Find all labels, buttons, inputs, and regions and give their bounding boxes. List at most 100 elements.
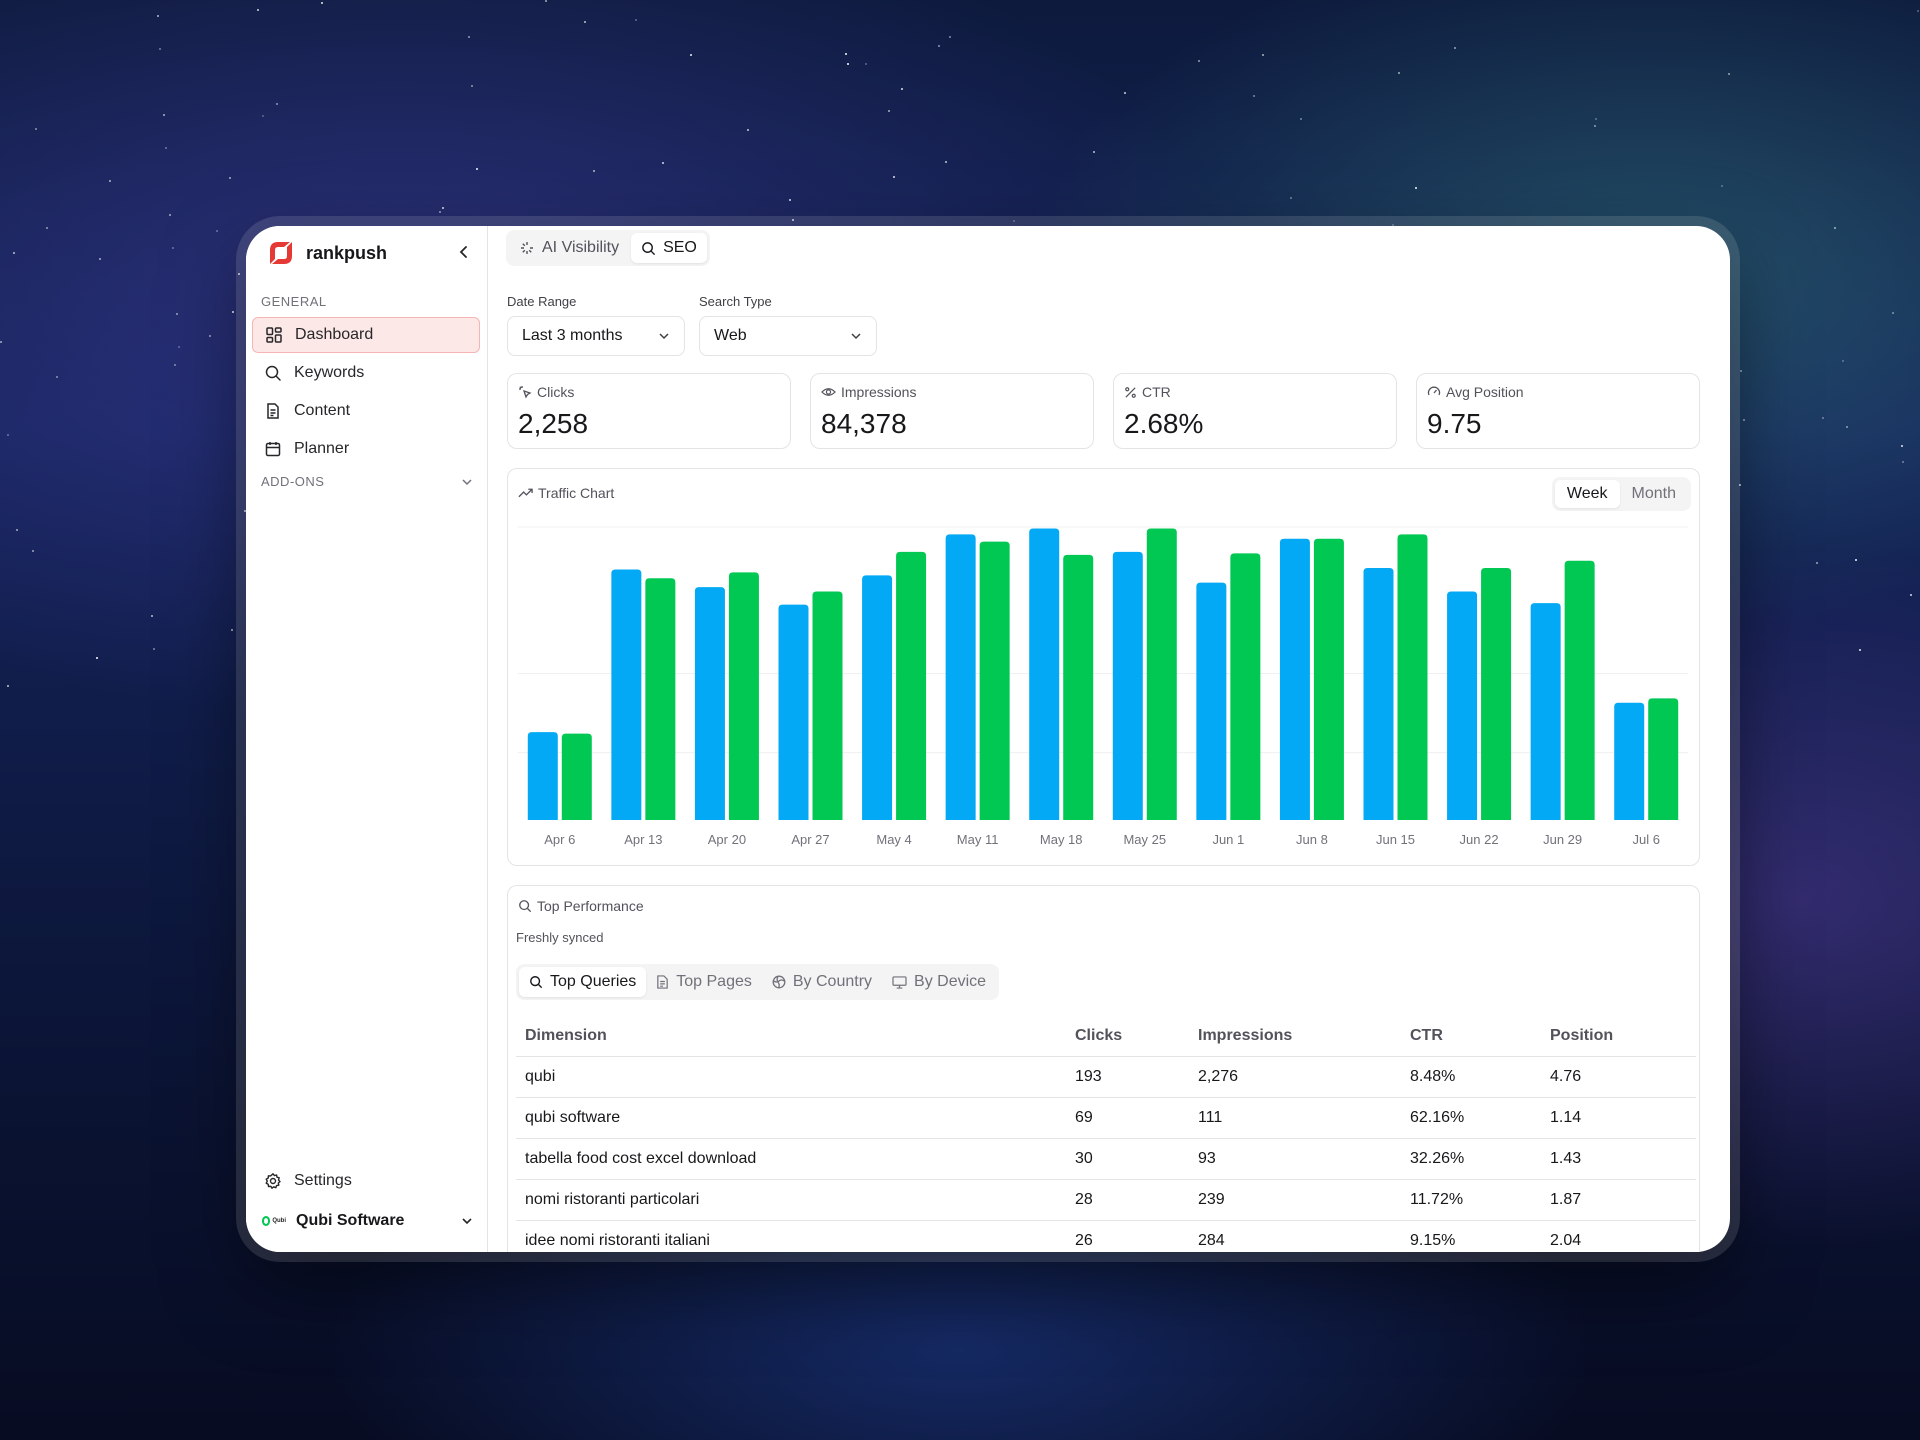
bar-series-1-jul-6[interactable] [1614,702,1645,820]
star [1816,561,1819,564]
bar-series-2-jun-15[interactable] [1397,534,1428,820]
top-performance-card: Top Performance Freshly synced Top Queri… [507,885,1700,1252]
search-type-label: Search Type [699,294,772,309]
bar-series-2-jun-1[interactable] [1230,553,1261,820]
star [159,47,162,50]
star [244,509,247,512]
bar-series-1-may-4[interactable] [862,575,893,820]
rankpush-logo-icon [270,242,292,264]
sidebar-item-label: Content [294,402,351,419]
bar-series-1-jun-1[interactable] [1196,582,1227,820]
table-row[interactable]: idee nomi ristoranti italiani 26 284 9.1… [516,1220,1696,1252]
cell-ctr: 9.15% [1401,1220,1541,1252]
sidebar-item-keywords[interactable]: Keywords [252,355,480,391]
star [845,52,848,55]
cell-position: 1.14 [1541,1097,1696,1139]
star [1123,92,1126,95]
collapse-sidebar-button[interactable] [452,240,476,264]
period-month-button[interactable]: Month [1631,485,1676,502]
sidebar-item-planner[interactable]: Planner [252,431,480,467]
star [1594,118,1597,121]
star [177,346,180,349]
tab-ai-visibility[interactable]: AI Visibility [509,233,629,263]
star [1859,648,1862,651]
brand[interactable]: rankpush [266,238,387,268]
x-tick-label: Jun 1 [1212,832,1244,847]
x-tick-label: May 25 [1123,832,1166,847]
bar-series-1-jun-29[interactable] [1530,603,1561,820]
sidebar-item-content[interactable]: Content [252,393,480,429]
table-row[interactable]: nomi ristoranti particolari 28 239 11.72… [516,1179,1696,1221]
table-row[interactable]: tabella food cost excel download 30 93 3… [516,1138,1696,1180]
bar-series-2-apr-20[interactable] [728,572,759,820]
bar-series-1-may-25[interactable] [1112,551,1143,820]
star [1854,559,1857,562]
column-header-impressions[interactable]: Impressions [1189,1016,1401,1057]
bar-series-2-may-25[interactable] [1146,528,1177,820]
bar-series-2-may-18[interactable] [1063,554,1094,820]
bar-series-2-apr-13[interactable] [645,578,676,820]
bar-series-1-jun-22[interactable] [1447,591,1478,820]
star [231,310,234,313]
star [152,648,155,651]
star [173,363,176,366]
bar-series-1-apr-20[interactable] [694,587,725,820]
bar-series-2-may-4[interactable] [896,551,927,820]
metric-label: Impressions [841,384,917,400]
tab-seo[interactable]: SEO [631,233,707,263]
traffic-chart-card: Traffic Chart Week Month Apr 6 Apr 13 Apr … [507,468,1700,866]
tab-by-device[interactable]: By Device [882,967,996,997]
tab-top-queries[interactable]: Top Queries [519,967,647,997]
star [1728,73,1731,76]
bar-series-2-apr-6[interactable] [561,733,592,820]
star [169,213,172,216]
star [171,246,174,249]
table-row[interactable]: qubi 193 2,276 8.48% 4.76 [516,1056,1696,1098]
period-week-button[interactable]: Week [1554,480,1620,508]
tab-top-pages[interactable]: Top Pages [646,967,762,997]
main-content: AI Visibility SEO Date Range Last 3 mont… [488,226,1730,1252]
dimension-tabs: Top Queries Top Pages By Country By Devi… [516,964,1000,1000]
sidebar-item-dashboard[interactable]: Dashboard [252,317,480,353]
bar-series-1-may-18[interactable] [1029,528,1060,820]
cell-impressions: 2,276 [1189,1056,1401,1098]
bar-series-1-may-11[interactable] [945,534,976,820]
star [634,19,637,22]
star [1289,196,1292,199]
bar-series-1-apr-27[interactable] [778,604,809,820]
bar-series-1-apr-13[interactable] [611,569,642,820]
star [1415,186,1418,189]
metric-label: Avg Position [1446,384,1524,400]
date-range-select[interactable]: Last 3 months [507,316,685,356]
table-row[interactable]: qubi software 69 111 62.16% 1.14 [516,1097,1696,1139]
sidebar-item-settings[interactable]: Settings [252,1163,480,1199]
bar-series-2-jun-8[interactable] [1313,538,1344,820]
column-header-ctr[interactable]: CTR [1401,1016,1541,1057]
bar-series-1-jun-8[interactable] [1279,538,1310,820]
star [900,87,903,90]
star [1901,461,1904,464]
bar-series-2-may-11[interactable] [979,541,1010,820]
bar-series-2-jun-29[interactable] [1564,560,1595,820]
bar-series-2-jul-6[interactable] [1648,698,1679,820]
x-tick-label: Jun 15 [1376,832,1415,847]
star [944,160,947,163]
tab-by-country[interactable]: By Country [762,967,882,997]
metric-card-avg-position: Avg Position 9.75 [1416,373,1700,449]
bar-series-1-apr-6[interactable] [527,732,558,820]
bar-series-2-jun-22[interactable] [1481,568,1512,820]
addons-section-toggle[interactable]: ADD-ONS [261,474,473,489]
star [7,433,10,436]
column-header-position[interactable]: Position [1541,1016,1696,1057]
bar-series-2-apr-27[interactable] [812,591,843,820]
bar-series-1-jun-15[interactable] [1363,568,1394,820]
column-header-dimension[interactable]: Dimension [516,1016,1066,1057]
star [228,177,231,180]
column-header-clicks[interactable]: Clicks [1066,1016,1189,1057]
organization-switcher[interactable]: Qubi Qubi Software [262,1212,474,1230]
search-type-select[interactable]: Web [699,316,877,356]
star [892,175,895,178]
star [96,657,99,660]
sidebar-item-label: Keywords [294,364,365,381]
cell-dimension: qubi software [516,1097,1066,1139]
